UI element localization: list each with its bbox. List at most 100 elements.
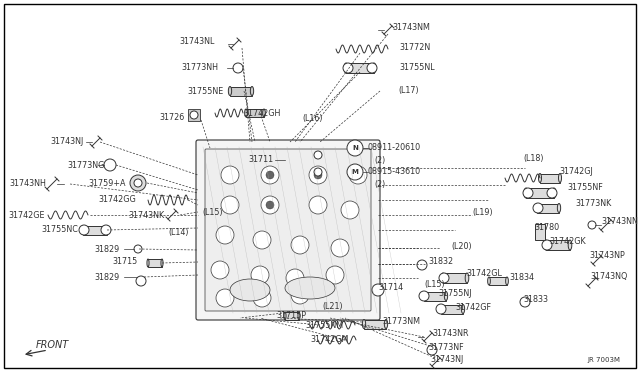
Circle shape — [309, 196, 327, 214]
Circle shape — [286, 269, 304, 287]
Ellipse shape — [372, 63, 376, 73]
Circle shape — [341, 201, 359, 219]
Text: (2): (2) — [374, 180, 385, 189]
Ellipse shape — [524, 188, 528, 198]
Circle shape — [261, 166, 279, 184]
Text: 31743NP: 31743NP — [589, 251, 625, 260]
Ellipse shape — [244, 109, 247, 117]
Text: (L15): (L15) — [202, 208, 223, 218]
Circle shape — [331, 239, 349, 257]
Text: 31755NL: 31755NL — [399, 62, 435, 71]
Text: 31742GF: 31742GF — [455, 302, 491, 311]
Text: 31742GG: 31742GG — [99, 196, 136, 205]
Bar — [526, 188, 554, 198]
Text: (L14): (L14) — [168, 228, 189, 237]
Text: 31772N: 31772N — [399, 44, 430, 52]
Bar — [540, 173, 560, 183]
Text: (L15): (L15) — [424, 279, 445, 289]
Text: 31773NK: 31773NK — [575, 199, 611, 208]
Text: (L16): (L16) — [302, 113, 323, 122]
Ellipse shape — [344, 63, 348, 73]
Circle shape — [439, 273, 449, 283]
Text: 31773NH: 31773NH — [181, 64, 218, 73]
Ellipse shape — [385, 320, 388, 328]
Text: 31755NJ: 31755NJ — [438, 289, 472, 298]
Circle shape — [326, 266, 344, 284]
Circle shape — [216, 226, 234, 244]
Circle shape — [134, 245, 142, 253]
Text: 31743NJ: 31743NJ — [430, 356, 463, 365]
Circle shape — [314, 168, 322, 176]
Text: 31743NQ: 31743NQ — [590, 273, 627, 282]
Ellipse shape — [105, 225, 109, 234]
Text: 31743NM: 31743NM — [392, 23, 430, 32]
Text: 31715P: 31715P — [276, 311, 306, 320]
Text: 31773NM: 31773NM — [382, 317, 420, 327]
Text: 31743NK: 31743NK — [129, 211, 165, 219]
Text: M: M — [351, 169, 358, 175]
Circle shape — [291, 286, 309, 304]
Ellipse shape — [422, 292, 426, 301]
Bar — [441, 305, 463, 314]
Circle shape — [136, 276, 146, 286]
Circle shape — [309, 166, 327, 184]
Ellipse shape — [444, 292, 447, 301]
Text: 31743NJ: 31743NJ — [51, 138, 84, 147]
Bar — [246, 109, 264, 117]
Circle shape — [314, 151, 322, 159]
Text: N: N — [352, 145, 358, 151]
Circle shape — [104, 159, 116, 171]
Text: 31742GE: 31742GE — [8, 211, 45, 219]
Text: 31755NF: 31755NF — [567, 183, 603, 192]
Text: 31743NN: 31743NN — [601, 218, 638, 227]
Text: 31833: 31833 — [523, 295, 548, 304]
Text: 31832: 31832 — [428, 257, 453, 266]
Circle shape — [419, 291, 429, 301]
Circle shape — [233, 63, 243, 73]
Circle shape — [547, 188, 557, 198]
Circle shape — [130, 175, 146, 191]
Bar — [535, 224, 545, 240]
Text: 31829: 31829 — [95, 244, 120, 253]
Text: (L19): (L19) — [472, 208, 493, 218]
Text: JR 7003M: JR 7003M — [587, 357, 620, 363]
Ellipse shape — [488, 277, 490, 285]
Circle shape — [523, 188, 533, 198]
Ellipse shape — [506, 277, 508, 285]
Text: 31743NR: 31743NR — [432, 330, 468, 339]
Text: 31834: 31834 — [509, 273, 534, 282]
Circle shape — [343, 63, 353, 73]
Bar — [364, 320, 386, 328]
Ellipse shape — [147, 259, 149, 267]
Ellipse shape — [557, 203, 561, 212]
Circle shape — [134, 179, 142, 187]
Text: 31755NE: 31755NE — [188, 87, 224, 96]
Circle shape — [372, 284, 384, 296]
Bar — [537, 203, 559, 212]
Ellipse shape — [544, 240, 548, 250]
Ellipse shape — [285, 277, 335, 299]
Bar — [83, 225, 107, 234]
Text: 31773NF: 31773NF — [428, 343, 463, 353]
Text: 31715: 31715 — [113, 257, 138, 266]
FancyBboxPatch shape — [196, 140, 380, 320]
Circle shape — [101, 225, 111, 235]
Text: 31755NM: 31755NM — [305, 321, 343, 330]
Text: 08911-20610: 08911-20610 — [368, 144, 421, 153]
Text: 31743NL: 31743NL — [180, 38, 215, 46]
Ellipse shape — [538, 173, 541, 183]
Bar — [443, 273, 467, 283]
Ellipse shape — [465, 273, 468, 283]
Text: 31742GK: 31742GK — [549, 237, 586, 246]
Bar — [546, 240, 570, 250]
Text: 31742GJ: 31742GJ — [559, 167, 593, 176]
Circle shape — [367, 63, 377, 73]
Ellipse shape — [362, 320, 365, 328]
Text: (L20): (L20) — [451, 241, 472, 250]
Bar — [424, 292, 446, 301]
Bar — [148, 259, 162, 267]
Bar — [188, 109, 200, 121]
Text: (L21): (L21) — [322, 301, 342, 311]
Text: 31829: 31829 — [95, 273, 120, 282]
Ellipse shape — [250, 87, 253, 96]
